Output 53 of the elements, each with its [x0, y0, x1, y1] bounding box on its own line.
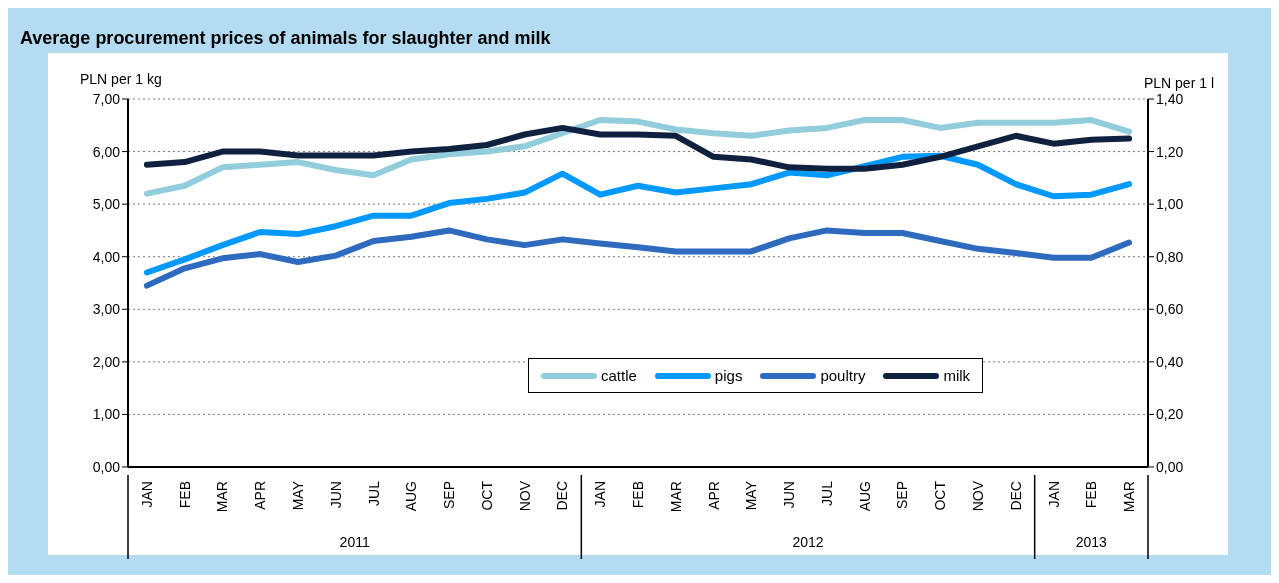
text: 2011 [339, 534, 370, 550]
text: 2013 [1075, 534, 1108, 550]
x-tick-label: AUG [403, 481, 420, 512]
y2-axis-title: PLN per 1 l [1143, 75, 1214, 91]
x-tick-label: JUN [327, 481, 344, 509]
x-tick-label: OCT [478, 480, 495, 511]
y2-tick-label: 0,60 [1156, 301, 1184, 318]
y2-tick-label: 0,20 [1156, 406, 1184, 423]
x-tick-label: FEB [630, 481, 646, 509]
x-tick-label: APR [252, 481, 269, 510]
x-tick-label: APR [705, 481, 722, 510]
y2-tick-label: 1,20 [1156, 143, 1184, 160]
x-tick-label: MAY [743, 480, 760, 511]
y2-tick-label: 1,40 [1156, 90, 1184, 107]
chart-title: Average procurement prices of animals for slaughter and milk [20, 28, 551, 49]
y-tick-label: 2,00 [92, 353, 121, 370]
y-tick-label: 4,00 [92, 248, 121, 265]
y-tick-label: 1,00 [92, 406, 121, 423]
text: 2012 [792, 534, 824, 550]
y-tick-label: 6,00 [92, 143, 121, 160]
x-tick-label: JUL [818, 480, 835, 506]
x-tick-label: JAN [592, 481, 609, 508]
y2-tick-label: 0,80 [1156, 248, 1184, 265]
legend-label: milk [943, 367, 971, 384]
y2-tick-label: 0,40 [1156, 353, 1184, 370]
y2-tick-label: 1,00 [1156, 196, 1184, 213]
x-tick-label: JAN [138, 481, 155, 508]
x-tick-label: DEC [554, 481, 571, 511]
y-axis-title: PLN per 1 kg [80, 71, 162, 87]
y2-tick-label: 0,00 [1156, 458, 1184, 475]
x-tick-label: FEB [1083, 481, 1100, 509]
x-tick-label: JUL [365, 480, 382, 506]
x-tick-label: MAR [1121, 481, 1138, 513]
y-tick-label: 0,00 [92, 458, 121, 475]
x-tick-label: JUN [781, 481, 798, 509]
x-tick-label: MAR [667, 481, 684, 513]
y-tick-label: 7,00 [92, 90, 121, 107]
legend-label: pigs [714, 367, 743, 384]
x-tick-label: OCT [932, 480, 949, 511]
x-tick-label: SEP [441, 481, 458, 510]
x-tick-label: MAY [290, 480, 306, 511]
x-tick-label: FEB [176, 481, 193, 509]
y-tick-label: 3,00 [92, 301, 121, 318]
legend-label: poultry [820, 367, 866, 384]
x-tick-label: NOV [970, 480, 986, 512]
x-tick-label: AUG [856, 481, 873, 512]
y-tick-label: 5,00 [92, 196, 121, 213]
x-tick-label: JAN [1045, 481, 1062, 508]
legend-label: cattle [601, 367, 637, 384]
x-tick-label: DEC [1007, 481, 1024, 511]
x-tick-label: NOV [516, 480, 533, 512]
x-tick-label: SEP [894, 481, 911, 510]
x-tick-label: MAR [214, 481, 231, 513]
